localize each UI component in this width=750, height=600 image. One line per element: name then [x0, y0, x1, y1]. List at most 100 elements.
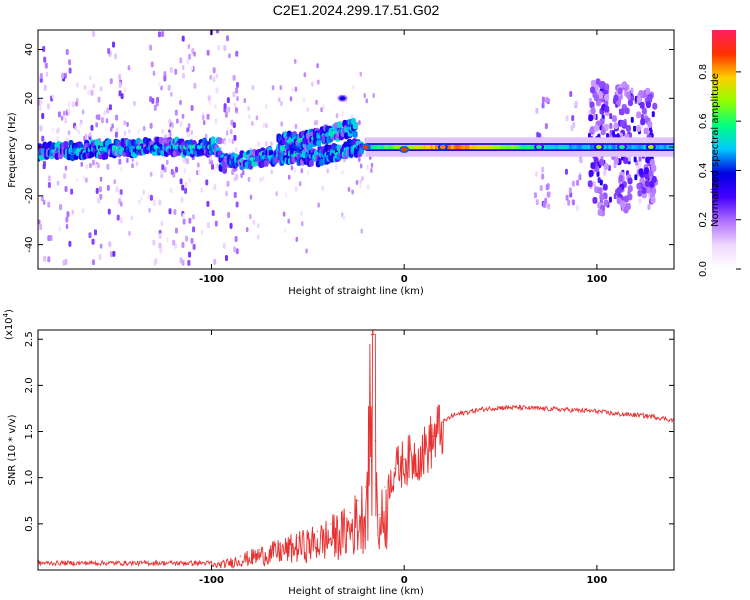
spectral-band-cell — [573, 144, 577, 150]
spectral-speckle — [261, 176, 265, 182]
spectral-blob — [604, 83, 610, 91]
spectral-speckle — [149, 44, 153, 51]
spectral-speckle — [57, 111, 61, 118]
spectral-speckle — [205, 179, 209, 186]
spectral-speckle — [182, 72, 186, 79]
spectral-blob — [651, 165, 657, 173]
spectral-blob — [588, 169, 594, 177]
spectral-speckle — [232, 122, 236, 129]
spectral-band-cell — [638, 144, 642, 150]
spectral-speckle — [247, 114, 251, 120]
spectral-band-cell — [580, 144, 584, 150]
spectral-speckle — [206, 200, 210, 207]
spectral-blob — [589, 101, 595, 109]
spectral-speckle — [235, 50, 239, 57]
spectral-speckle — [181, 113, 185, 119]
spectral-speckle — [227, 106, 231, 113]
spectral-blob — [352, 122, 358, 130]
spectral-speckle — [71, 101, 75, 108]
spectral-speckle — [213, 184, 217, 191]
spectral-speckle — [119, 217, 123, 224]
spectral-speckle — [157, 31, 161, 38]
spectral-speckle — [630, 87, 634, 94]
spectral-band-cell — [552, 144, 556, 150]
spectral-band-cell — [654, 144, 658, 150]
snr-y-tick-label: 0.5 — [24, 516, 35, 532]
spectral-band-cell — [633, 144, 637, 150]
spectral-hotspot-core — [362, 145, 369, 150]
spectral-blob — [263, 159, 269, 167]
spectral-speckle — [123, 130, 127, 136]
spectral-speckle — [167, 132, 170, 138]
spectral-speckle — [111, 123, 114, 129]
spectral-band-cell — [372, 144, 376, 150]
spectral-blob — [627, 99, 633, 107]
snr-data-point — [538, 407, 540, 410]
spectral-blob — [597, 208, 603, 216]
spectral-speckle — [608, 196, 612, 203]
spectral-band-cell — [587, 144, 591, 150]
spectral-band-cell — [502, 144, 505, 150]
spectral-band-cell — [469, 144, 473, 150]
spectral-blob — [644, 180, 650, 188]
spectral-speckle — [359, 179, 362, 185]
spectral-band-cell — [451, 144, 454, 150]
spectral-band-cell — [608, 144, 612, 150]
spectral-speckle — [206, 113, 210, 120]
spectral-speckle — [90, 124, 94, 131]
spectral-speckle — [153, 104, 157, 111]
spectral-speckle — [235, 87, 239, 94]
spectral-blob — [618, 175, 624, 183]
spectral-speckle — [233, 102, 237, 108]
spectral-speckle — [358, 157, 361, 163]
spectral-speckle — [200, 187, 203, 193]
snr-data-point — [461, 412, 463, 414]
spectral-speckle — [43, 84, 47, 91]
spectral-speckle — [215, 73, 219, 79]
spectral-speckle — [270, 169, 273, 175]
spectral-speckle — [271, 85, 275, 91]
spectral-speckle — [126, 157, 129, 163]
spectral-band-cell — [374, 144, 378, 150]
spectral-blob — [593, 94, 599, 102]
spectrogram-panel: -100 0 100 -40 -20 0 20 40 Height of straight l… — [7, 29, 675, 297]
spectral-speckle — [212, 76, 216, 83]
spectral-speckle — [197, 169, 201, 175]
spectral-speckle — [322, 104, 326, 110]
spectral-speckle — [633, 156, 637, 163]
spectral-speckle — [152, 200, 156, 207]
spectral-speckle — [187, 44, 191, 50]
spectral-band-cell — [576, 144, 579, 150]
spectral-speckle — [160, 85, 163, 91]
spectral-band-cell — [430, 144, 433, 150]
spectral-speckle — [123, 87, 127, 93]
spectral-speckle — [90, 89, 94, 96]
spectral-speckle — [149, 122, 153, 129]
spectral-band-cell — [377, 144, 380, 150]
spectral-speckle — [535, 199, 539, 206]
spectral-speckle — [47, 182, 51, 189]
spectral-speckle — [52, 93, 55, 99]
spectral-band-cell — [391, 144, 394, 150]
snr-data-point — [220, 562, 222, 564]
spectral-band-cell — [626, 144, 630, 150]
spectral-blob — [590, 86, 596, 94]
spectral-band-cell — [384, 144, 387, 150]
snr-data-point — [422, 449, 425, 451]
spectral-band-cell — [460, 144, 464, 150]
spectral-speckle — [359, 71, 363, 77]
snr-y-tick-label: 2.0 — [24, 377, 35, 393]
spectral-speckle — [579, 157, 583, 164]
spectral-speckle — [105, 118, 109, 124]
spectral-blob — [637, 189, 643, 197]
spectral-speckle — [38, 104, 42, 111]
spectral-speckle — [156, 96, 160, 103]
spectral-speckle — [158, 233, 162, 240]
snr-series-line — [38, 330, 674, 569]
spectral-blob — [308, 159, 314, 167]
spectral-blob — [651, 175, 657, 183]
spectral-blob-strong — [153, 144, 159, 150]
spectral-blob — [621, 81, 627, 89]
spectral-speckle — [359, 183, 362, 189]
spectral-speckle — [306, 106, 310, 112]
